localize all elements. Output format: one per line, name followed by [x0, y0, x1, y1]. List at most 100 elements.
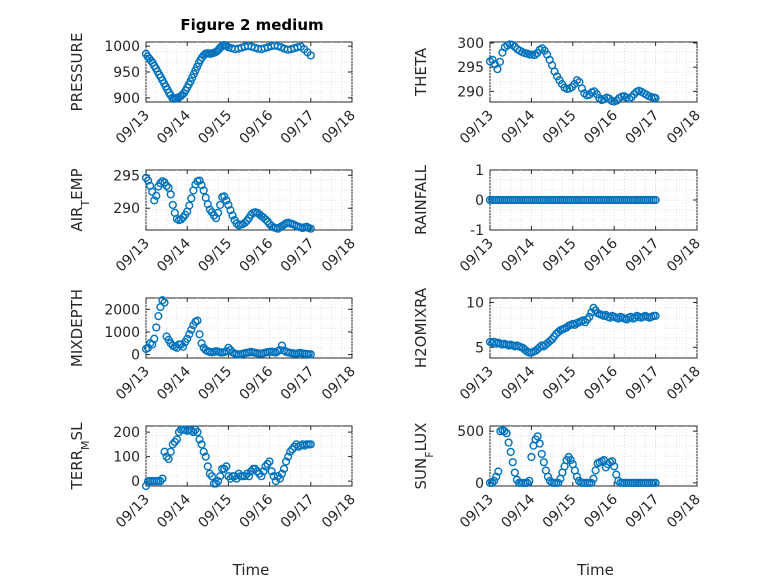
data-point — [242, 469, 252, 478]
x-tick-label: 09/15 — [540, 364, 580, 404]
x-tick-label: 09/17 — [278, 236, 318, 276]
data-point — [306, 224, 315, 233]
data-point — [195, 176, 204, 185]
data-point — [199, 447, 208, 456]
data-point — [197, 181, 206, 190]
y-tick-label: 100 — [113, 450, 140, 466]
y-tick-label: 200 — [113, 425, 140, 441]
data-point — [214, 208, 223, 217]
subplot-h2omixra: 09/13 09/14 09/15 09/16 09/17 09/18 5 10 H2OMIXR… — [412, 287, 704, 403]
subplot-grid: 09/13 09/14 09/15 09/16 09/17 09/189009501000… — [68, 33, 704, 579]
data-point — [306, 51, 315, 60]
data-point — [500, 427, 509, 436]
data-point — [154, 312, 163, 321]
data-point — [176, 215, 186, 224]
data-point — [261, 215, 270, 224]
data-point — [226, 206, 235, 215]
x-tick-label: 09/17 — [623, 108, 663, 148]
data-point — [214, 477, 223, 486]
data-point — [224, 200, 233, 210]
data-point — [585, 312, 594, 321]
x-tick-label: 09/16 — [581, 363, 621, 403]
data-point — [193, 316, 202, 325]
y-tick-label: 950 — [113, 65, 140, 81]
data-point — [502, 429, 511, 438]
data-point — [240, 472, 249, 481]
x-tick-label: 09/18 — [319, 492, 359, 532]
data-point — [176, 340, 186, 349]
data-point — [164, 454, 173, 464]
data-point — [537, 449, 546, 459]
data-point — [143, 176, 153, 185]
data-point — [185, 330, 194, 339]
subplot-theta: 09/13 09/14 09/15 09/16 09/17 09/18 290 295 300 T… — [412, 36, 704, 147]
data-point — [533, 432, 542, 441]
y-axis-label: AIRTEMP — [68, 168, 92, 231]
data-point — [199, 186, 208, 195]
y-tick-label: 0 — [131, 348, 140, 364]
y-axis-label: TERRMSL — [68, 422, 92, 491]
data-point — [488, 55, 497, 65]
x-tick-label: 09/13 — [457, 236, 497, 276]
data-point — [216, 200, 225, 210]
x-tick-label: 09/13 — [113, 108, 153, 148]
x-tick-label: 09/14 — [498, 491, 538, 531]
data-point — [286, 447, 295, 456]
data-point — [494, 467, 503, 476]
x-tick-label: 09/16 — [237, 363, 277, 403]
data-point — [281, 457, 291, 466]
x-axis-label: Time — [232, 561, 270, 579]
data-point — [492, 472, 501, 481]
y-tick-label: 500 — [457, 424, 484, 440]
data-point — [195, 435, 204, 444]
x-tick-label: 09/17 — [278, 364, 318, 404]
data-point — [220, 192, 229, 201]
data-point — [267, 467, 276, 476]
y-tick-label: 1000 — [104, 325, 140, 341]
data-point — [279, 464, 289, 473]
data-point — [166, 190, 175, 199]
data-point — [152, 191, 161, 200]
subplot-air-temp: 09/13 09/14 09/15 09/16 09/17 09/18 290 295 AIRT… — [68, 168, 359, 275]
x-tick-label: 09/15 — [540, 492, 580, 532]
y-axis-label: PRESSURE — [68, 33, 86, 112]
x-tick-label: 09/18 — [664, 492, 704, 532]
data-point — [539, 458, 548, 467]
x-tick-label: 09/18 — [319, 364, 359, 404]
x-tick-label: 09/18 — [664, 108, 704, 148]
data-point — [527, 452, 536, 462]
data-point — [504, 438, 513, 447]
x-tick-label: 09/16 — [581, 107, 621, 147]
subplot-terr-msl: 09/13 09/14 09/15 09/16 09/17 09/18 0 100 200 TER… — [68, 422, 359, 579]
y-tick-label: 290 — [113, 201, 140, 217]
y-tick-label: 2000 — [104, 302, 140, 318]
x-tick-label: 09/16 — [581, 235, 621, 275]
x-tick-label: 09/16 — [237, 107, 277, 147]
y-tick-label: 290 — [457, 84, 484, 100]
data-point — [525, 50, 534, 59]
data-point — [185, 201, 194, 210]
subplot-rainfall: 09/13 09/14 09/15 09/16 09/17 09/18 -1 0 1 RAINFA… — [412, 163, 704, 275]
x-tick-label: 09/13 — [457, 364, 497, 404]
y-tick-label: 0 — [131, 474, 140, 490]
data-point — [277, 341, 287, 350]
x-tick-label: 09/17 — [623, 236, 663, 276]
data-point — [259, 467, 268, 476]
data-point — [201, 452, 210, 461]
data-point — [150, 334, 159, 343]
x-tick-label: 09/17 — [623, 492, 663, 532]
data-point — [589, 474, 598, 483]
x-tick-label: 09/14 — [498, 235, 538, 275]
data-point — [168, 200, 177, 210]
data-point — [306, 440, 315, 449]
x-tick-label: 09/14 — [154, 107, 194, 147]
x-tick-label: 09/13 — [457, 108, 497, 148]
x-tick-label: 09/14 — [498, 363, 538, 403]
y-axis-label: RAINFALL — [412, 164, 430, 235]
data-point — [545, 336, 555, 346]
data-point — [554, 478, 563, 487]
data-point — [651, 94, 660, 103]
data-point — [612, 96, 621, 105]
y-tick-label: 295 — [457, 60, 484, 76]
x-tick-label: 09/14 — [498, 107, 538, 147]
